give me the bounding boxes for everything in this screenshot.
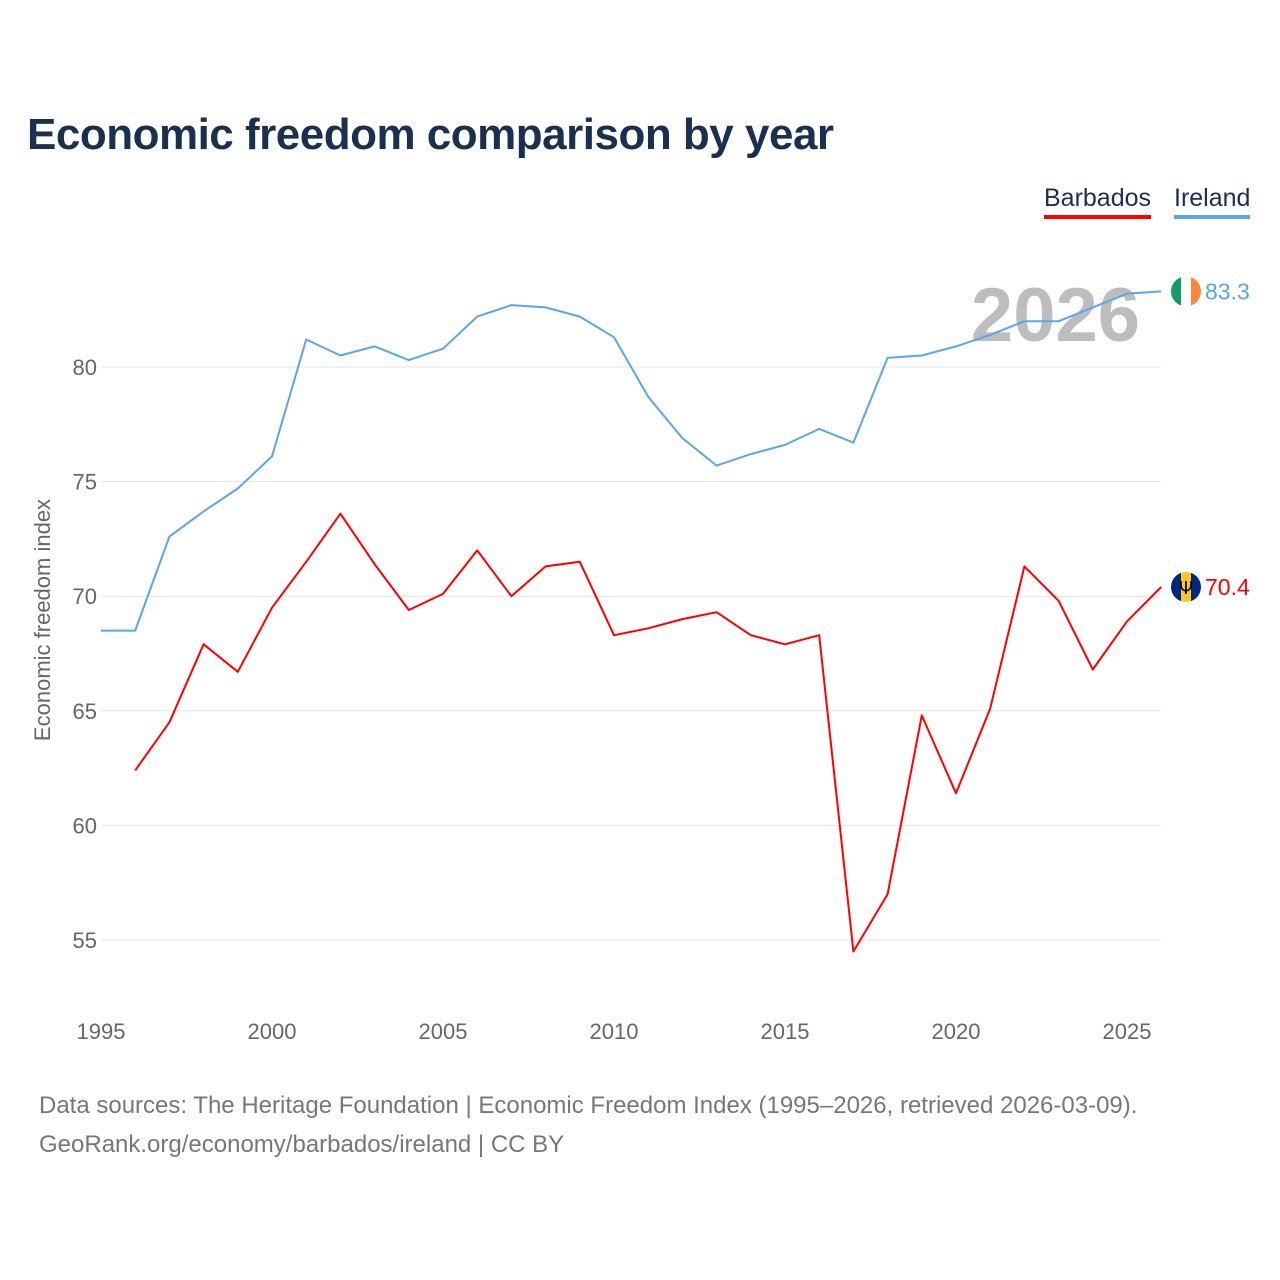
data-point bbox=[645, 394, 651, 400]
data-point bbox=[508, 593, 514, 599]
data-point bbox=[337, 353, 343, 359]
data-point bbox=[543, 563, 549, 569]
x-tick-label: 2025 bbox=[1103, 1019, 1152, 1044]
data-point bbox=[782, 641, 788, 647]
data-point bbox=[816, 632, 822, 638]
data-point bbox=[611, 632, 617, 638]
data-point bbox=[1021, 318, 1027, 324]
data-point bbox=[337, 511, 343, 517]
end-value-label-ireland: 83.3 bbox=[1205, 278, 1250, 304]
legend-barbados[interactable]: Barbados bbox=[1044, 184, 1152, 219]
data-point bbox=[714, 609, 720, 615]
y-tick-label: 55 bbox=[73, 928, 97, 953]
data-point bbox=[714, 463, 720, 469]
data-point bbox=[166, 534, 172, 540]
data-point bbox=[1124, 618, 1130, 624]
data-point bbox=[850, 440, 856, 446]
x-tick-label: 2005 bbox=[419, 1019, 468, 1044]
x-tick-label: 2020 bbox=[932, 1019, 981, 1044]
y-tick-label: 75 bbox=[73, 470, 97, 495]
data-point bbox=[166, 719, 172, 725]
data-point bbox=[679, 435, 685, 441]
data-point bbox=[201, 508, 207, 514]
data-point bbox=[850, 948, 856, 954]
data-point bbox=[953, 790, 959, 796]
chart-title: Economic freedom comparison by year bbox=[27, 110, 834, 159]
data-point bbox=[748, 632, 754, 638]
ireland-flag-icon bbox=[1171, 276, 1201, 307]
x-tick-label: 2015 bbox=[761, 1019, 810, 1044]
series-line-ireland bbox=[101, 290, 1162, 632]
data-point bbox=[1056, 318, 1062, 324]
data-point bbox=[782, 442, 788, 448]
data-source-text: Data sources: The Heritage Foundation | … bbox=[39, 1092, 1138, 1119]
data-point bbox=[816, 426, 822, 432]
data-point bbox=[953, 343, 959, 349]
data-point bbox=[611, 334, 617, 340]
y-tick-label: 80 bbox=[73, 355, 97, 380]
data-point bbox=[1158, 288, 1164, 294]
y-tick-label: 60 bbox=[73, 813, 97, 838]
data-point bbox=[201, 641, 207, 647]
data-point bbox=[748, 451, 754, 457]
barbados-flag-icon: Ψ bbox=[1171, 572, 1201, 603]
end-value-label-barbados: 70.4 bbox=[1205, 574, 1250, 600]
data-point bbox=[1158, 584, 1164, 590]
data-point bbox=[1056, 598, 1062, 604]
footer: Data sources: The Heritage Foundation | … bbox=[39, 1086, 1137, 1164]
data-point bbox=[1090, 304, 1096, 310]
data-point bbox=[919, 353, 925, 359]
legend-ireland[interactable]: Ireland bbox=[1174, 184, 1251, 219]
data-point bbox=[440, 346, 446, 352]
y-tick-label: 70 bbox=[73, 584, 97, 609]
data-point bbox=[372, 343, 378, 349]
data-point bbox=[543, 304, 549, 310]
data-point bbox=[98, 628, 104, 634]
y-tick-label: 65 bbox=[73, 699, 97, 724]
x-tick-label: 1995 bbox=[77, 1019, 126, 1044]
data-point bbox=[269, 605, 275, 611]
y-axis-label: Economic freedom index bbox=[30, 499, 55, 741]
data-point bbox=[645, 625, 651, 631]
data-point bbox=[474, 547, 480, 553]
source-url-text[interactable]: GeoRank.org/economy/barbados/ireland | C… bbox=[39, 1131, 565, 1158]
data-point bbox=[885, 355, 891, 361]
data-point bbox=[440, 591, 446, 597]
data-point bbox=[1124, 291, 1130, 297]
data-point bbox=[132, 767, 138, 773]
data-point bbox=[303, 559, 309, 565]
data-point bbox=[269, 453, 275, 459]
data-point bbox=[406, 607, 412, 613]
data-point bbox=[406, 357, 412, 363]
year-watermark: 2026 bbox=[971, 273, 1140, 358]
data-point bbox=[577, 559, 583, 565]
data-point bbox=[235, 669, 241, 675]
data-point bbox=[987, 332, 993, 338]
data-point bbox=[1090, 667, 1096, 673]
data-point bbox=[235, 485, 241, 491]
data-point bbox=[919, 712, 925, 718]
svg-text:Ψ: Ψ bbox=[1179, 578, 1193, 599]
data-point bbox=[679, 616, 685, 622]
x-tick-label: 2010 bbox=[590, 1019, 639, 1044]
data-point bbox=[508, 302, 514, 308]
data-point bbox=[132, 628, 138, 634]
data-point bbox=[474, 314, 480, 320]
series-line-barbados bbox=[134, 512, 1162, 953]
data-point bbox=[1021, 563, 1027, 569]
data-point bbox=[577, 314, 583, 320]
data-point bbox=[372, 561, 378, 567]
data-point bbox=[303, 336, 309, 342]
x-tick-label: 2000 bbox=[248, 1019, 297, 1044]
data-point bbox=[987, 706, 993, 712]
data-point bbox=[885, 891, 891, 897]
